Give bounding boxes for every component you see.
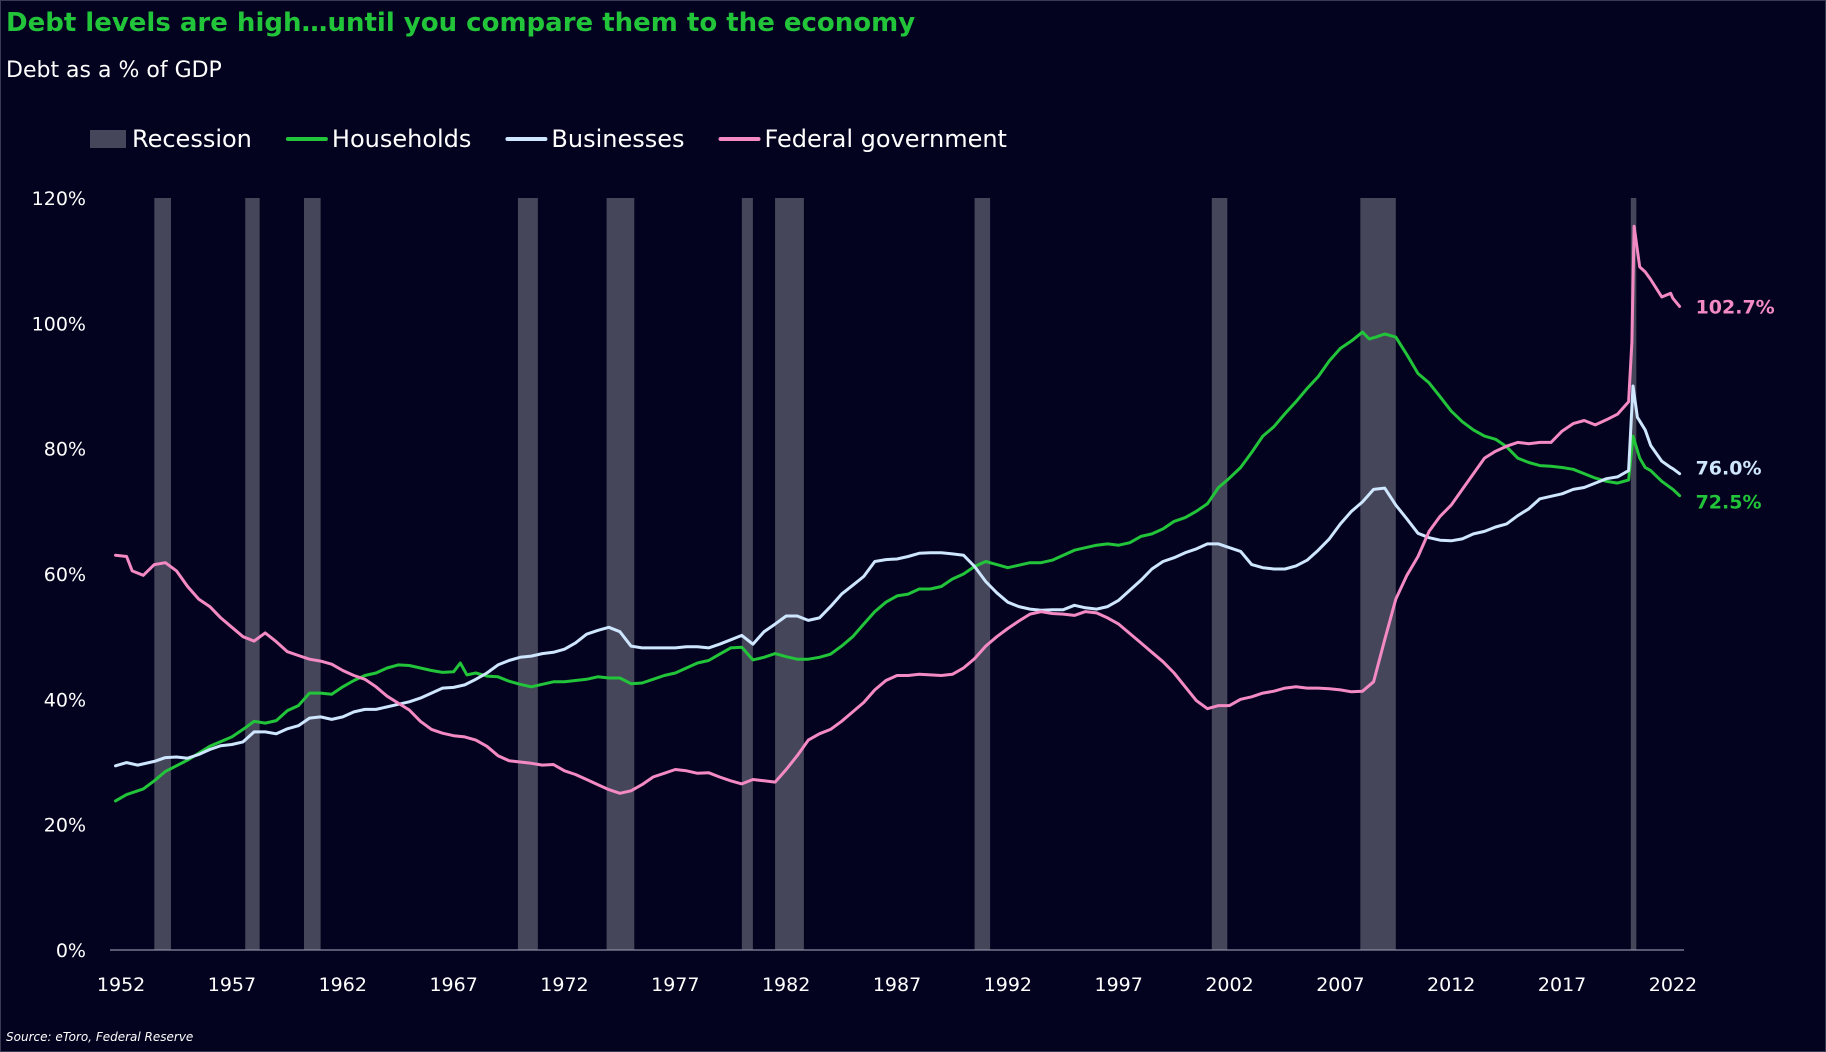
x-tick-label: 1977: [651, 974, 699, 996]
series-lines: [114, 224, 1682, 803]
x-tick-label: 2022: [1649, 974, 1697, 996]
x-tick-label: 1997: [1095, 974, 1143, 996]
legend-label-recession: Recession: [132, 125, 252, 153]
recession-band-6: [775, 198, 804, 950]
end-labels: 72.5% 76.0% 102.7%: [1696, 296, 1775, 513]
x-tick-label: 1967: [429, 974, 477, 996]
x-tick-label: 2012: [1427, 974, 1475, 996]
recession-band-4: [606, 198, 635, 950]
chart-title: Debt levels are high…until you compare t…: [6, 8, 916, 38]
series-line-federal: [114, 224, 1682, 795]
y-tick-label: 0%: [56, 940, 86, 962]
legend-item-federal: Federal government: [718, 125, 1007, 153]
x-tick-label: 2017: [1538, 974, 1586, 996]
recession-band-9: [1360, 198, 1396, 950]
recession-bands: [154, 198, 1637, 950]
x-tick-label: 1957: [208, 974, 256, 996]
recession-band-8: [1211, 198, 1228, 950]
x-tick-label: 1982: [762, 974, 810, 996]
chart-subtitle: Debt as a % of GDP: [6, 58, 222, 83]
legend-swatch-recession: [90, 130, 126, 148]
x-axis: 1952 1957 1962 1967 1972 1977 1982 1987 1992 1997…: [97, 949, 1697, 996]
legend-label-federal: Federal government: [765, 125, 1007, 153]
x-tick-label: 1987: [873, 974, 921, 996]
y-tick-label: 120%: [32, 188, 86, 210]
y-tick-label: 20%: [44, 815, 86, 837]
x-tick-label: 2007: [1316, 974, 1364, 996]
legend-label-businesses: Businesses: [551, 125, 684, 153]
series-line-businesses: [114, 384, 1682, 768]
y-axis: 0% 20% 40% 60% 80% 100% 120%: [32, 188, 86, 962]
end-label-households: 72.5%: [1696, 492, 1762, 514]
legend-label-households: Households: [332, 125, 472, 153]
legend-item-recession: Recession: [90, 125, 252, 153]
end-label-federal: 102.7%: [1696, 296, 1775, 318]
y-tick-label: 60%: [44, 564, 86, 586]
chart-legend: Recession Households Businesses Federal gov…: [90, 125, 1007, 153]
recession-band-2: [303, 198, 321, 950]
x-tick-label: 1962: [319, 974, 367, 996]
y-tick-label: 80%: [44, 439, 86, 461]
source-note: Source: eToro, Federal Reserve: [6, 1030, 194, 1044]
x-tick-label: 1972: [540, 974, 588, 996]
recession-band-10: [1630, 198, 1637, 950]
y-tick-label: 100%: [32, 313, 86, 335]
recession-band-1: [245, 198, 260, 950]
legend-item-businesses: Businesses: [505, 125, 685, 153]
x-tick-label: 2002: [1205, 974, 1253, 996]
x-tick-label: 1952: [97, 974, 145, 996]
recession-band-5: [741, 198, 753, 950]
y-tick-label: 40%: [44, 689, 86, 711]
recession-band-3: [517, 198, 538, 950]
x-tick-label: 1992: [984, 974, 1032, 996]
recession-band-0: [154, 198, 171, 950]
series-line-households: [114, 330, 1682, 803]
end-label-businesses: 76.0%: [1696, 458, 1762, 480]
legend-item-households: Households: [285, 125, 472, 153]
recession-band-7: [974, 198, 991, 950]
